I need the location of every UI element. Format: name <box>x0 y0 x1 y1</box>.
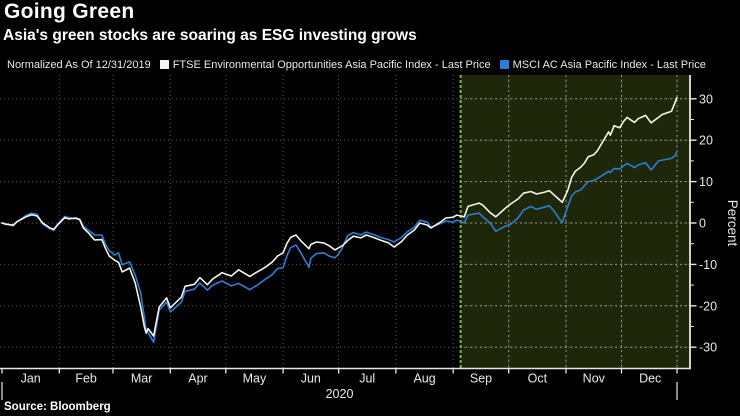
x-tick-label-mar: Mar <box>131 372 153 386</box>
x-tick-label-jul: Jul <box>359 372 375 386</box>
gridlines-highlighted <box>460 75 689 368</box>
legend-item-msci: MSCI AC Asia Pacific Index - Last Price <box>499 58 706 71</box>
y-tick-label: 10 <box>699 175 713 189</box>
y-tick-label: 30 <box>699 92 713 106</box>
y-tick-label: 0 <box>699 217 706 231</box>
x-tick-label-jan: Jan <box>21 372 41 386</box>
msci-series-swatch-icon <box>499 60 509 69</box>
y-tick-label: 20 <box>699 134 713 148</box>
legend-label-ftse: FTSE Environmental Opportunities Asia Pa… <box>172 58 491 71</box>
y-tick-label: -20 <box>699 299 717 313</box>
ftse-series-line <box>1 96 678 337</box>
source-attribution: Source: Bloomberg <box>4 401 111 413</box>
x-axis-year-label: 2020 <box>326 387 354 401</box>
chart-subtitle: Asia's green stocks are soaring as ESG i… <box>3 27 417 44</box>
chart-legend: Normalized As Of 12/31/2019 FTSE Environ… <box>7 57 740 72</box>
x-tick-label-may: May <box>243 372 267 386</box>
ftse-series-swatch-icon <box>159 60 169 69</box>
chart-title: Going Green <box>4 0 135 23</box>
legend-label-msci: MSCI AC Asia Pacific Index - Last Price <box>512 58 706 71</box>
x-tick-label-aug: Aug <box>413 372 435 386</box>
gridlines <box>0 75 689 368</box>
y-tick-label: -10 <box>699 258 717 272</box>
x-tick-label-apr: Apr <box>188 372 207 386</box>
x-tick-label-oct: Oct <box>528 372 548 386</box>
legend-note: Normalized As Of 12/31/2019 <box>7 58 151 71</box>
y-axis-ticks <box>690 98 697 348</box>
x-tick-label-nov: Nov <box>583 372 606 386</box>
legend-item-ftse: FTSE Environmental Opportunities Asia Pa… <box>159 58 491 71</box>
msci-series-line <box>1 151 678 344</box>
x-tick-label-dec: Dec <box>639 372 661 386</box>
x-tick-label-jun: Jun <box>301 372 321 386</box>
highlight-region <box>460 75 689 368</box>
x-tick-label-feb: Feb <box>75 372 97 386</box>
x-tick-label-sep: Sep <box>470 372 492 386</box>
x-axis-ticks <box>1 368 678 400</box>
y-axis-title: Percent <box>725 200 740 247</box>
y-tick-label: -30 <box>699 341 717 355</box>
